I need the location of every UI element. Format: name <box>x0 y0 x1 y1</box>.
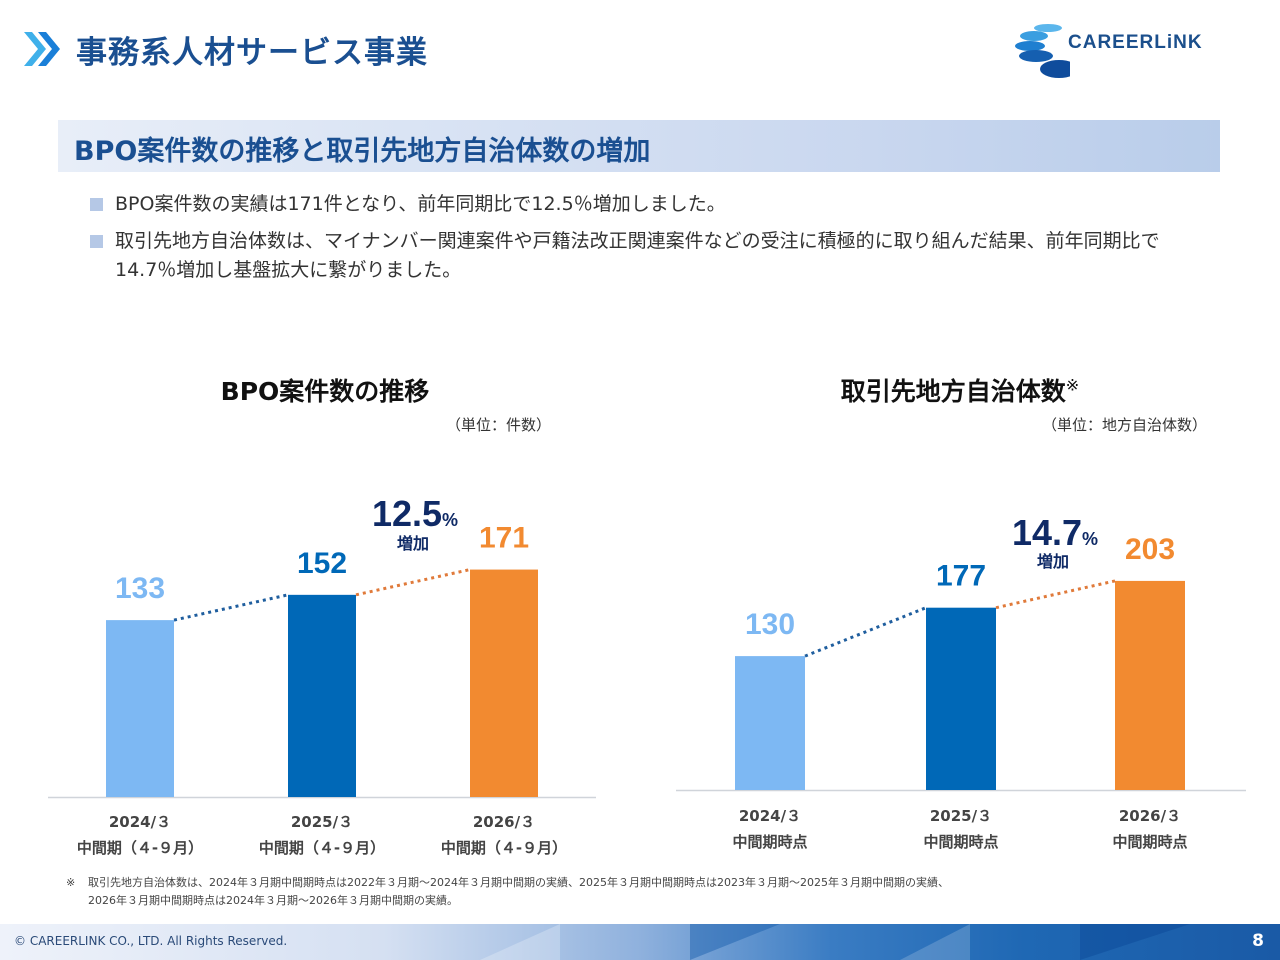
chart-title-municipalities: 取引先地方自治体数※ <box>760 372 1160 408</box>
category-sublabel: 中間期時点 <box>1112 833 1187 851</box>
bar-2024/３ <box>106 620 174 797</box>
bar-2024/３ <box>735 656 805 790</box>
chart-title-text: BPO案件数の推移 <box>220 377 430 406</box>
trend-connector-line <box>804 606 927 658</box>
growth-rate-unit: % <box>1082 529 1098 549</box>
footnote-line-1: 取引先地方自治体数は、2024年３月期中間期時点は2022年３月期～2024年３… <box>88 876 949 889</box>
data-label: 171 <box>479 522 529 555</box>
trend-connector-line <box>995 579 1116 610</box>
data-label: 203 <box>1125 533 1175 566</box>
bullet-text: BPO案件数の実績は171件となり、前年同期比で12.5％増加しました。 <box>115 193 726 215</box>
chart-title-text: 取引先地方自治体数 <box>840 377 1066 406</box>
section-header-bar: BPO案件数の推移と取引先地方自治体数の増加 <box>58 120 1220 172</box>
footnote-line-2: 2026年３月期中間期時点は2024年３月期～2026年３月期中間期の実績。 <box>88 894 458 907</box>
square-bullet-icon <box>90 235 103 248</box>
category-sublabel: 中間期（４-９月） <box>441 839 567 857</box>
title-row: 事務系人材サービス事業 <box>20 24 428 74</box>
data-label: 130 <box>745 608 795 641</box>
trend-connector-line <box>355 568 471 597</box>
chart-unit-municipalities: （単位：地方自治体数） <box>1042 416 1208 434</box>
category-label: 2025/３ <box>291 813 353 831</box>
page-title: 事務系人材サービス事業 <box>76 34 428 71</box>
bullet-text: 取引先地方自治体数は、マイナンバー関連案件や戸籍法改正関連案件などの受注に積極的… <box>115 230 1160 281</box>
trend-connector-line <box>173 593 289 622</box>
bar-2025/３ <box>926 607 996 790</box>
category-sublabel: 中間期（４-９月） <box>77 839 203 857</box>
category-sublabel: 中間期時点 <box>923 833 998 851</box>
bar-2025/３ <box>288 594 356 797</box>
data-label: 133 <box>115 572 165 605</box>
footer-decoration <box>690 924 780 960</box>
double-chevron-right-icon <box>24 32 60 66</box>
category-label: 2026/３ <box>473 813 535 831</box>
footer-decoration <box>480 924 560 960</box>
growth-rate-value: 14.7 <box>1012 512 1082 553</box>
growth-caption: 増加 <box>1037 552 1069 571</box>
category-sublabel: 中間期時点 <box>732 833 807 851</box>
category-label: 2024/３ <box>109 813 171 831</box>
footer-decoration <box>1080 924 1190 960</box>
logo-text: CAREERLiNK <box>1068 32 1203 53</box>
bullet-list: BPO案件数の実績は171件となり、前年同期比で12.5％増加しました。 取引先… <box>90 190 1210 293</box>
logo-mark-icon <box>1015 24 1078 78</box>
chart-unit-bpo: （単位：件数） <box>446 416 552 434</box>
footer-decoration <box>900 924 970 960</box>
bullet-item: BPO案件数の実績は171件となり、前年同期比で12.5％増加しました。 <box>90 190 1210 219</box>
chart-title-bpo: BPO案件数の推移 <box>120 372 530 408</box>
category-label: 2024/３ <box>739 807 801 825</box>
growth-rate-value: 12.5 <box>372 493 442 534</box>
growth-caption: 増加 <box>397 534 429 553</box>
bar-2026/３ <box>470 569 538 797</box>
page-number: 8 <box>1252 931 1264 951</box>
category-label: 2025/３ <box>930 807 992 825</box>
category-sublabel: 中間期（４-９月） <box>259 839 385 857</box>
data-label: 152 <box>297 547 347 580</box>
bullet-item: 取引先地方自治体数は、マイナンバー関連案件や戸籍法改正関連案件などの受注に積極的… <box>90 227 1210 285</box>
footer: © CAREERLINK CO., LTD. All Rights Reserv… <box>0 924 1280 960</box>
footnote-mark: ※ <box>66 876 76 889</box>
growth-rate-unit: % <box>442 510 458 530</box>
data-label: 177 <box>936 560 986 593</box>
footnote: ※ 取引先地方自治体数は、2024年３月期中間期時点は2022年３月期～2024年… <box>66 874 949 910</box>
copyright-text: © CAREERLINK CO., LTD. All Rights Reserv… <box>14 934 288 948</box>
title-footnote-mark: ※ <box>1065 375 1080 395</box>
growth-rate-label: 14.7% <box>1012 512 1098 553</box>
company-logo: CAREERLiNK <box>1010 16 1225 82</box>
bar-2026/３ <box>1115 580 1185 790</box>
category-label: 2026/３ <box>1119 807 1181 825</box>
square-bullet-icon <box>90 198 103 211</box>
section-title: BPO案件数の推移と取引先地方自治体数の増加 <box>74 136 651 167</box>
growth-rate-label: 12.5% <box>372 493 458 534</box>
